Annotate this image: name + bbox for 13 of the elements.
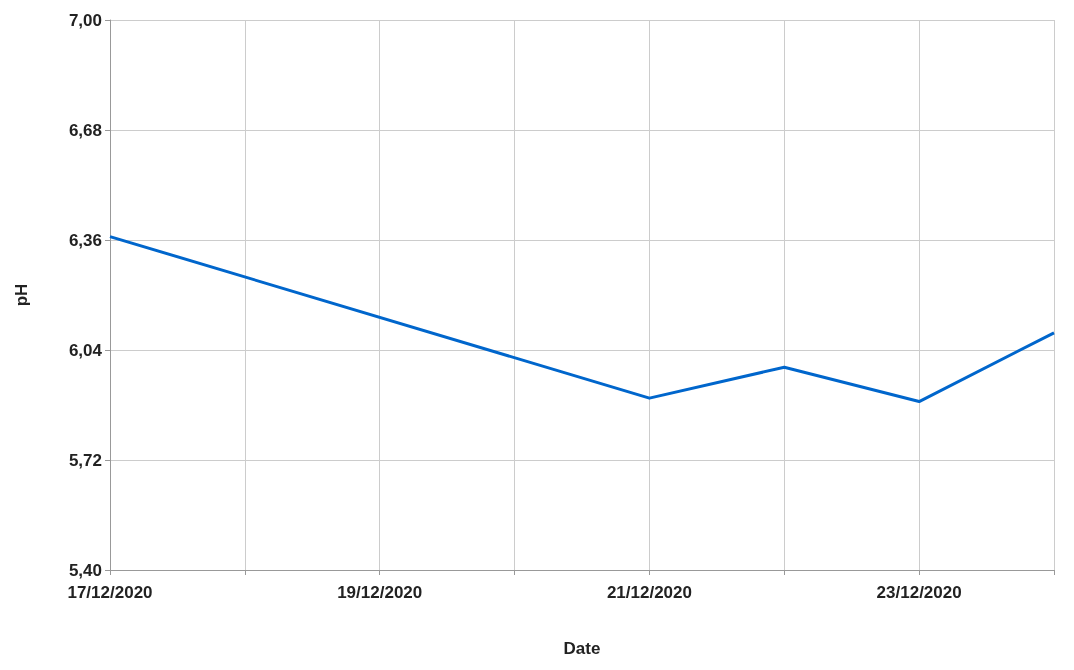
y-tick-label: 5,72 — [68, 450, 102, 470]
line-series — [108, 235, 1056, 404]
x-tick-label: 23/12/2020 — [876, 583, 962, 602]
y-tick-label: 6,68 — [68, 120, 102, 140]
y-tick-label: 7,00 — [68, 10, 102, 30]
y-axis-title: pH — [12, 283, 31, 307]
x-axis-title: Date — [563, 639, 601, 658]
y-tick-label: 6,04 — [68, 340, 103, 360]
x-tick-label: 19/12/2020 — [337, 583, 423, 602]
y-tick-label: 5,40 — [68, 560, 102, 580]
x-tick-label: 21/12/2020 — [606, 583, 692, 602]
x-tick-label: 17/12/2020 — [67, 583, 153, 602]
y-tick-label: 6,36 — [68, 230, 102, 250]
